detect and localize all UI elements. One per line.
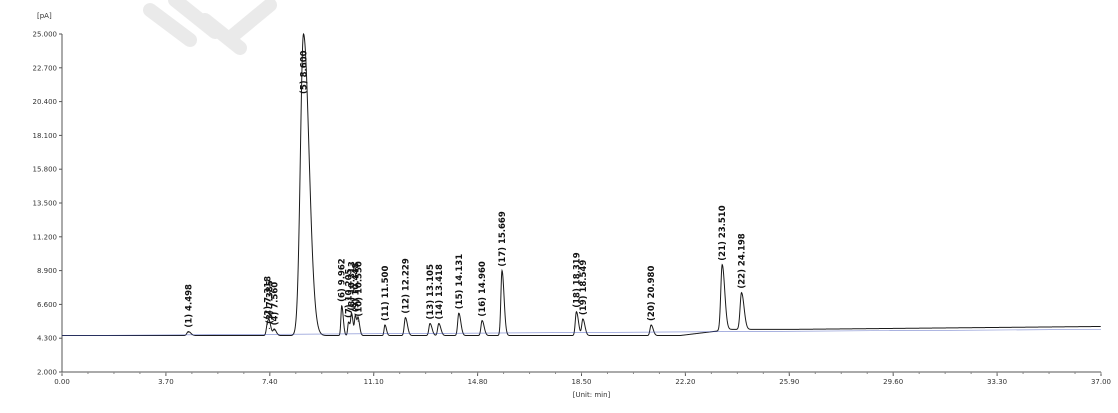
y-tick-label: 8.900 [37, 267, 57, 275]
peak-label: (7) 10.205 [345, 269, 355, 319]
x-tick-label: 11.10 [364, 378, 384, 386]
y-tick-label: 18.100 [33, 132, 58, 140]
trace-group [61, 32, 1102, 337]
peak-labels-group: (1) 4.498 (2) 7.318(3) 7.385(4) 7.560 (5) … [184, 34, 748, 333]
y-axis-label: [pA] [37, 12, 52, 20]
peak-label: (21) 23.510 [718, 205, 728, 260]
y-tick-label: 20.400 [33, 98, 58, 106]
peak-label: (22) 24.198 [738, 233, 748, 288]
peak-label: (14) 13.418 [435, 264, 445, 319]
x-tick-label: 22.20 [675, 378, 695, 386]
y-tick-label: 25.000 [33, 31, 58, 39]
peak-label: (8) 10.313 [348, 261, 358, 311]
y-tick-label: 13.500 [33, 200, 58, 208]
y-tick-label: 2.000 [37, 369, 57, 377]
peak-label: (4) 7.560 [270, 282, 280, 326]
peak-label: (13) 13.105 [426, 264, 436, 319]
peak-label: (6) 9.962 [338, 258, 348, 302]
peak-label: (9) 10.448 [351, 263, 361, 313]
peak-label: (19) 18.549 [579, 260, 589, 315]
peak-label: (5) 8.600 [299, 50, 309, 94]
peak-label: (17) 15.669 [498, 211, 508, 266]
peak-label: (3) 7.385 [265, 280, 275, 324]
peak-label: (16) 14.960 [478, 261, 488, 316]
y-tick-label: 6.600 [37, 301, 57, 309]
x-tick-label: 7.40 [262, 378, 278, 386]
x-tick-label: 3.70 [158, 378, 174, 386]
baseline-line [61, 329, 1102, 336]
y-tick-label: 4.300 [37, 335, 57, 343]
peak-label: (15) 14.131 [455, 254, 465, 309]
x-tick-label: 14.80 [468, 378, 488, 386]
x-tick-label: 18.50 [571, 378, 591, 386]
chromatogram-trace [62, 32, 1101, 337]
x-tick-label: 0.00 [54, 378, 70, 386]
x-tick-label: 29.60 [883, 378, 903, 386]
peak-label: (20) 20.980 [647, 266, 657, 321]
x-tick-label: 25.90 [779, 378, 799, 386]
peak-label: (18) 18.319 [572, 252, 582, 307]
peak-label: (11) 11.500 [381, 266, 391, 321]
x-tick-label: 33.30 [987, 378, 1007, 386]
peak-label: (2) 7.318 [263, 276, 273, 320]
peak-label: (1) 4.498 [184, 284, 194, 328]
x-axis-label: [Unit: min] [573, 391, 611, 399]
axes-group: 2.000 4.300 6.600 8.900 11.200 13.500 15.800 18… [33, 31, 1112, 387]
y-tick-label: 11.200 [33, 233, 58, 241]
y-tick-label: 15.800 [33, 166, 58, 174]
watermark-mark [143, 0, 277, 55]
peak-label: (10) 10.550 [354, 261, 364, 316]
x-tick-label: 37.00 [1091, 378, 1111, 386]
y-tick-label: 22.700 [33, 64, 58, 72]
peak-label: (12) 12.229 [401, 258, 411, 313]
